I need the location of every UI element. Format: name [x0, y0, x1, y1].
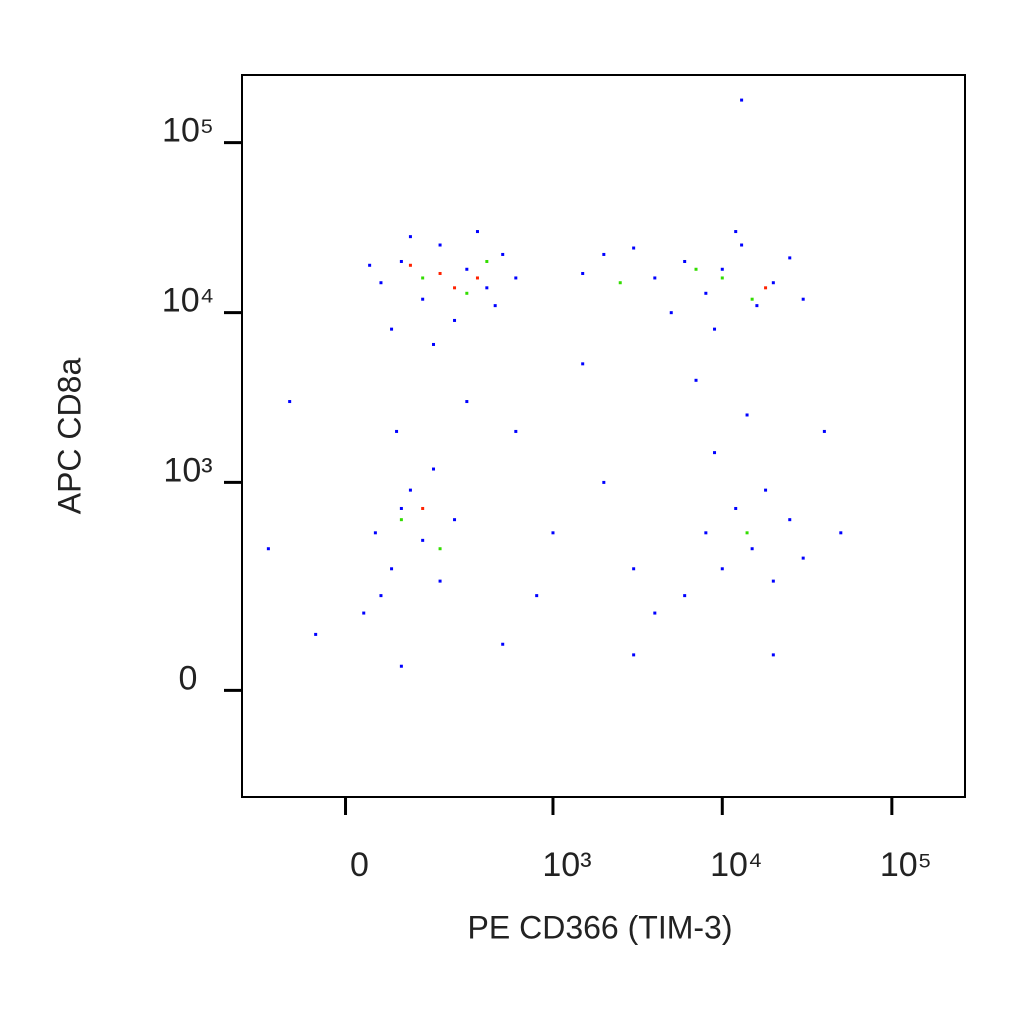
dot [581, 362, 585, 366]
dot [465, 267, 469, 271]
dot [788, 256, 792, 260]
dot [839, 531, 843, 535]
dot [266, 547, 270, 551]
dot [801, 297, 805, 301]
dot [288, 400, 292, 404]
dot [514, 276, 518, 280]
dot [399, 259, 403, 263]
dot [720, 267, 724, 271]
dot [465, 400, 469, 404]
dot [720, 276, 724, 280]
dot [750, 297, 754, 301]
dot [362, 611, 366, 615]
dot [438, 579, 442, 583]
y-tick-label: 10³ [163, 451, 212, 489]
dot [683, 594, 687, 598]
dot [408, 235, 412, 239]
dot [720, 567, 724, 571]
dot [771, 653, 775, 657]
dot [653, 276, 657, 280]
dot [390, 567, 394, 571]
x-axis-label: PE CD366 (TIM-3) [468, 909, 733, 945]
dot [764, 488, 768, 492]
x-tick-label: 10³ [542, 846, 591, 884]
dot [822, 429, 826, 433]
dot [453, 286, 457, 290]
dot [399, 506, 403, 510]
dot [314, 632, 318, 636]
dot [632, 653, 636, 657]
y-tick-label: 10⁵ [162, 112, 214, 150]
dot [421, 297, 425, 301]
dot [438, 271, 442, 275]
dot [801, 556, 805, 560]
dot [535, 594, 539, 598]
plot-frame [241, 74, 966, 798]
dot [602, 252, 606, 256]
dot [764, 286, 768, 290]
dot [438, 243, 442, 247]
dot [421, 276, 425, 280]
x-tick-label: 10⁵ [880, 846, 932, 884]
x-tick-label: 10⁴ [710, 846, 762, 884]
dot [501, 252, 505, 256]
dot [395, 429, 399, 433]
dot [493, 304, 497, 308]
dot [379, 281, 383, 285]
y-tick-label: 0 [179, 659, 198, 697]
dot [745, 413, 749, 417]
dot [485, 259, 489, 263]
dot [390, 327, 394, 331]
dot [740, 98, 744, 102]
dot [745, 531, 749, 535]
dot [432, 342, 436, 346]
y-tick-label: 10⁴ [162, 282, 214, 320]
dot [501, 642, 505, 646]
dot [475, 230, 479, 234]
dot [771, 579, 775, 583]
dot [750, 547, 754, 551]
dot [514, 429, 518, 433]
dot [632, 567, 636, 571]
dot [618, 281, 622, 285]
dot [438, 547, 442, 551]
dot [475, 276, 479, 280]
dot [704, 291, 708, 295]
dot [368, 263, 372, 267]
dot [421, 506, 425, 510]
dot [755, 304, 759, 308]
dot [740, 243, 744, 247]
dot [373, 531, 377, 535]
dot [602, 480, 606, 484]
dot [379, 594, 383, 598]
y-axis-label: APC CD8a [51, 358, 87, 515]
dot [653, 611, 657, 615]
dot [694, 378, 698, 382]
x-tick-label: 0 [350, 846, 369, 884]
dot [704, 531, 708, 535]
dot [551, 531, 555, 535]
dot [453, 318, 457, 322]
dot [771, 281, 775, 285]
dot [632, 246, 636, 250]
dot [713, 327, 717, 331]
dot [734, 506, 738, 510]
dot [421, 538, 425, 542]
dot [432, 467, 436, 471]
dot [713, 451, 717, 455]
dot [465, 291, 469, 295]
dot [788, 518, 792, 522]
dot [399, 518, 403, 522]
dot [485, 286, 489, 290]
dot [453, 518, 457, 522]
dot [408, 488, 412, 492]
dot [408, 263, 412, 267]
dot [399, 664, 403, 668]
dot [734, 230, 738, 234]
dot [581, 271, 585, 275]
dot [669, 311, 673, 315]
dot [683, 259, 687, 263]
dot [694, 267, 698, 271]
